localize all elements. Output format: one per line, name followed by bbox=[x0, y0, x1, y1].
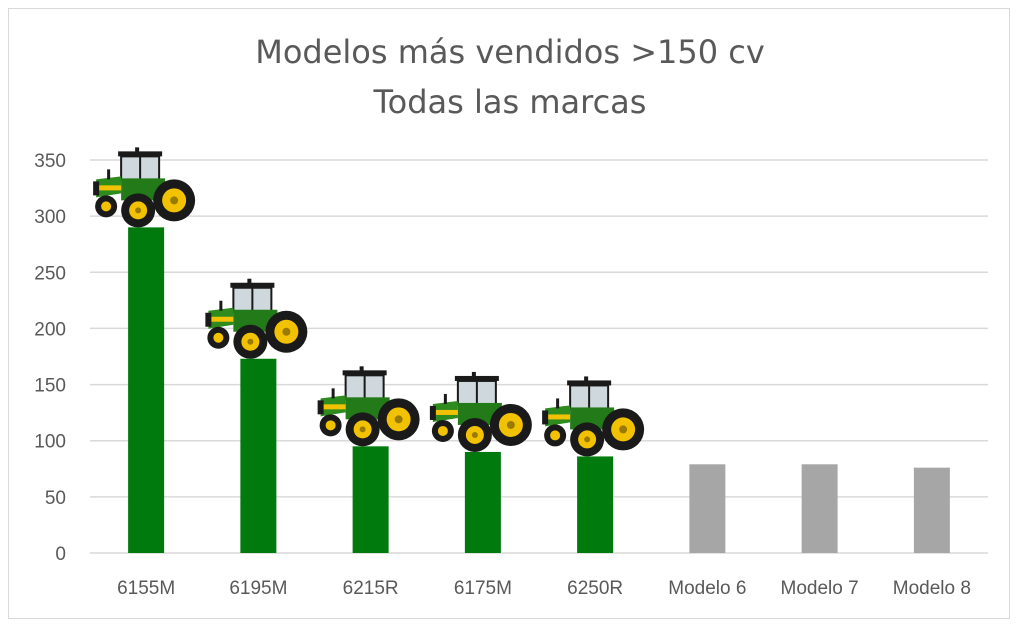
x-tick-label: Modelo 6 bbox=[668, 578, 746, 599]
x-tick-label: 6215R bbox=[343, 578, 399, 599]
y-tick-label: 300 bbox=[34, 207, 66, 228]
y-tick-label: 100 bbox=[34, 432, 66, 453]
x-tick-label: Modelo 7 bbox=[781, 578, 859, 599]
x-tick-label: Modelo 8 bbox=[893, 578, 971, 599]
bar-modelo-7 bbox=[801, 464, 838, 553]
bar-6155m bbox=[128, 227, 165, 553]
chart-subtitle: Todas las marcas bbox=[373, 83, 647, 121]
bar-6250r bbox=[577, 456, 614, 553]
y-tick-label: 200 bbox=[34, 319, 66, 340]
bar-6215r bbox=[352, 446, 389, 553]
tractor-icon bbox=[316, 365, 421, 448]
bar-modelo-8 bbox=[913, 467, 950, 553]
tractor-icon bbox=[204, 277, 309, 360]
y-tick-label: 50 bbox=[45, 488, 66, 509]
x-tick-label: 6195M bbox=[229, 578, 287, 599]
y-tick-label: 250 bbox=[34, 263, 66, 284]
x-tick-label: 6250R bbox=[567, 578, 623, 599]
bar-6175m bbox=[464, 451, 501, 553]
tractor-icon bbox=[541, 375, 646, 458]
y-tick-label: 0 bbox=[55, 544, 66, 565]
x-tick-label: 6175M bbox=[454, 578, 512, 599]
chart-frame bbox=[8, 8, 1010, 619]
x-tick-label: 6155M bbox=[117, 578, 175, 599]
bar-modelo-6 bbox=[689, 464, 726, 553]
bar-6195m bbox=[240, 358, 277, 553]
y-tick-label: 350 bbox=[34, 151, 66, 172]
chart-title: Modelos más vendidos >150 cv bbox=[255, 33, 765, 71]
y-tick-label: 150 bbox=[34, 376, 66, 397]
